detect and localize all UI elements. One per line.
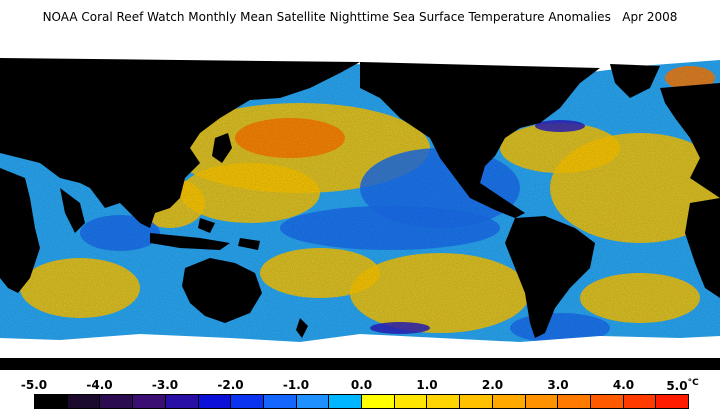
colorbar-swatch xyxy=(100,395,134,408)
title-text: NOAA Coral Reef Watch Monthly Mean Satel… xyxy=(42,10,611,24)
colorbar-swatch xyxy=(133,395,166,408)
europe-landmass xyxy=(660,83,720,198)
africa-east-landmass xyxy=(685,198,720,298)
new-zealand-landmass xyxy=(296,318,308,338)
colorbar-tick-label: -5.0 xyxy=(20,378,48,392)
africa-landmass xyxy=(0,168,40,293)
colorbar-swatch xyxy=(590,395,624,408)
date-label: Apr 2008 xyxy=(622,10,678,24)
colorbar-swatch xyxy=(623,395,657,408)
maritime-continent xyxy=(150,218,260,250)
colorbar-swatch xyxy=(427,395,461,408)
colorbar-tick-label: 0.0 xyxy=(350,378,373,392)
north-america-landmass xyxy=(360,62,600,218)
greenland-landmass xyxy=(610,64,660,98)
map-title: NOAA Coral Reef Watch Monthly Mean Satel… xyxy=(0,10,720,24)
colorbar-swatch xyxy=(558,395,591,408)
colorbar-ticks: -5.0 -4.0 -3.0 -2.0 -1.0 0.0 1.0 2.0 3.0 4.0 5.0°C xyxy=(0,378,720,394)
colorbar-swatch xyxy=(656,395,689,408)
colorbar-tick-label: 1.0 xyxy=(416,378,438,392)
colorbar-swatch xyxy=(263,395,297,408)
colorbar-tick-label: 4.0 xyxy=(612,378,635,392)
australia-landmass xyxy=(182,258,262,323)
colorbar xyxy=(34,394,689,409)
colorbar-tick-label: 3.0 xyxy=(547,378,569,392)
colorbar-swatch xyxy=(525,395,559,408)
colorbar-tick-label: 2.0 xyxy=(481,378,504,392)
colorbar-tick-label: 5.0°C xyxy=(666,378,699,393)
colorbar-swatch xyxy=(492,395,526,408)
colorbar-swatch xyxy=(231,395,264,408)
land-masses xyxy=(0,58,720,370)
colorbar-tick-label: -3.0 xyxy=(151,378,179,392)
colorbar-tick-label: -1.0 xyxy=(282,378,310,392)
japan-landmass xyxy=(212,133,232,163)
colorbar-tick-label: -4.0 xyxy=(86,378,113,392)
india-landmass xyxy=(60,188,85,233)
antarctica-landmass xyxy=(0,358,720,370)
colorbar-unit: °C xyxy=(687,378,699,388)
colorbar-tick-label: -2.0 xyxy=(217,378,244,392)
colorbar-swatch xyxy=(329,395,363,408)
eurasia-landmass xyxy=(0,58,360,228)
colorbar-swatch xyxy=(198,395,232,408)
colorbar-swatch xyxy=(35,395,68,408)
colorbar-swatch xyxy=(67,395,101,408)
colorbar-swatch xyxy=(362,395,395,408)
colorbar-swatch xyxy=(460,395,493,408)
colorbar-swatch xyxy=(296,395,330,408)
sst-anomaly-map xyxy=(0,38,720,370)
colorbar-swatch xyxy=(165,395,199,408)
south-america-landmass xyxy=(505,216,595,338)
colorbar-swatch xyxy=(394,395,428,408)
